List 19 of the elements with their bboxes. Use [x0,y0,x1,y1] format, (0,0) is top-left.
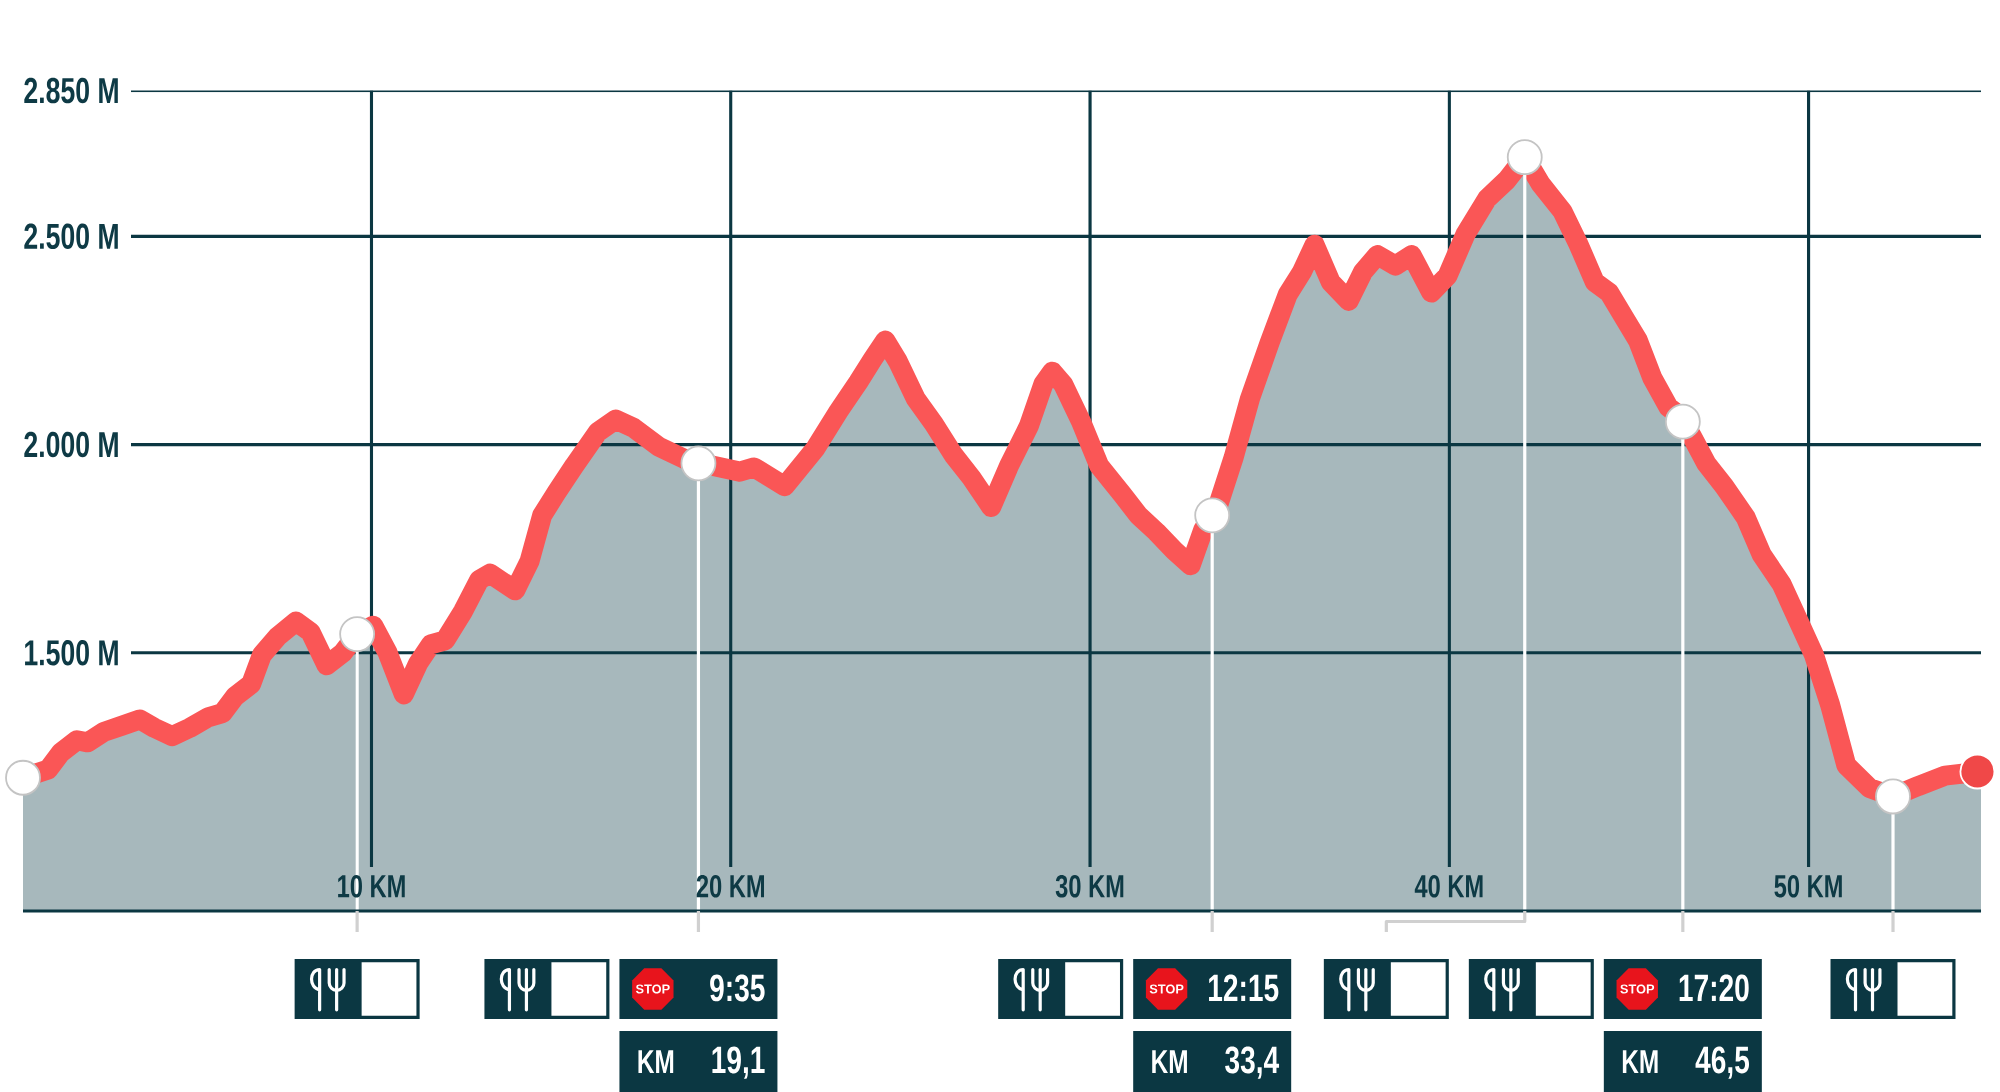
text: 33,4 [1225,1046,1280,1079]
y-tick-label: 2.000 M [24,431,118,458]
y-tick-label: 2.500 M [24,223,118,250]
text: 19,1 [712,1046,765,1079]
y-tick-label: 1.500 M [25,640,118,666]
text: STOP [1620,984,1655,994]
x-tick-label: 40 KM [1414,874,1483,898]
text: KM [638,1050,674,1073]
text: KM [1152,1050,1187,1073]
text: 12:15 [1209,974,1279,1002]
text: STOP [635,984,670,994]
x-tick-label: 30 KM [1055,874,1124,898]
text: 9:35 [710,974,765,1002]
text: STOP [1149,984,1184,994]
y-tick-label: 2.850 M [24,77,118,104]
text: 46,5 [1695,1046,1750,1079]
text: KM [1622,1050,1658,1073]
text: 17:20 [1679,974,1749,1002]
x-tick-label: 50 KM [1774,874,1842,898]
